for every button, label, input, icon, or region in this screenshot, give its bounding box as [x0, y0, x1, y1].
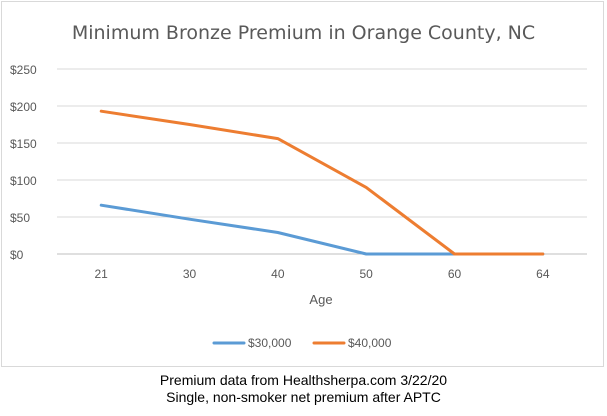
x-tick-label: 21 — [94, 267, 108, 281]
chart-footer: Premium data from Healthsherpa.com 3/22/… — [0, 372, 607, 406]
y-tick-label: $50 — [10, 211, 30, 225]
x-tick-label: 50 — [359, 267, 373, 281]
y-tick-label: $250 — [10, 63, 37, 77]
y-tick-label: $150 — [10, 137, 37, 151]
y-tick-label: $0 — [10, 248, 24, 262]
x-tick-label: 60 — [448, 267, 462, 281]
x-tick-label: 30 — [183, 267, 197, 281]
line-chart: $0 $50 $100 $150 $200 $250 21 30 40 50 60 64 Age $30,… — [10, 63, 587, 350]
x-tick-label: 40 — [271, 267, 285, 281]
footer-source-note: Premium data from Healthsherpa.com 3/22/… — [159, 372, 448, 388]
x-axis-label: Age — [309, 292, 332, 307]
y-tick-label: $100 — [10, 174, 37, 188]
legend-label-2: $40,000 — [348, 336, 392, 350]
chart-frame: Minimum Bronze Premium in Orange County,… — [1, 1, 604, 367]
y-tick-label: $200 — [10, 100, 37, 114]
chart-title: Minimum Bronze Premium in Orange County,… — [71, 22, 536, 44]
footer-premium-note: Single, non-smoker net premium after APT… — [166, 389, 441, 405]
series-line-1 — [99, 203, 545, 256]
series-line-2 — [99, 109, 545, 256]
legend-label-1: $30,000 — [248, 336, 292, 350]
x-tick-label: 64 — [536, 267, 550, 281]
